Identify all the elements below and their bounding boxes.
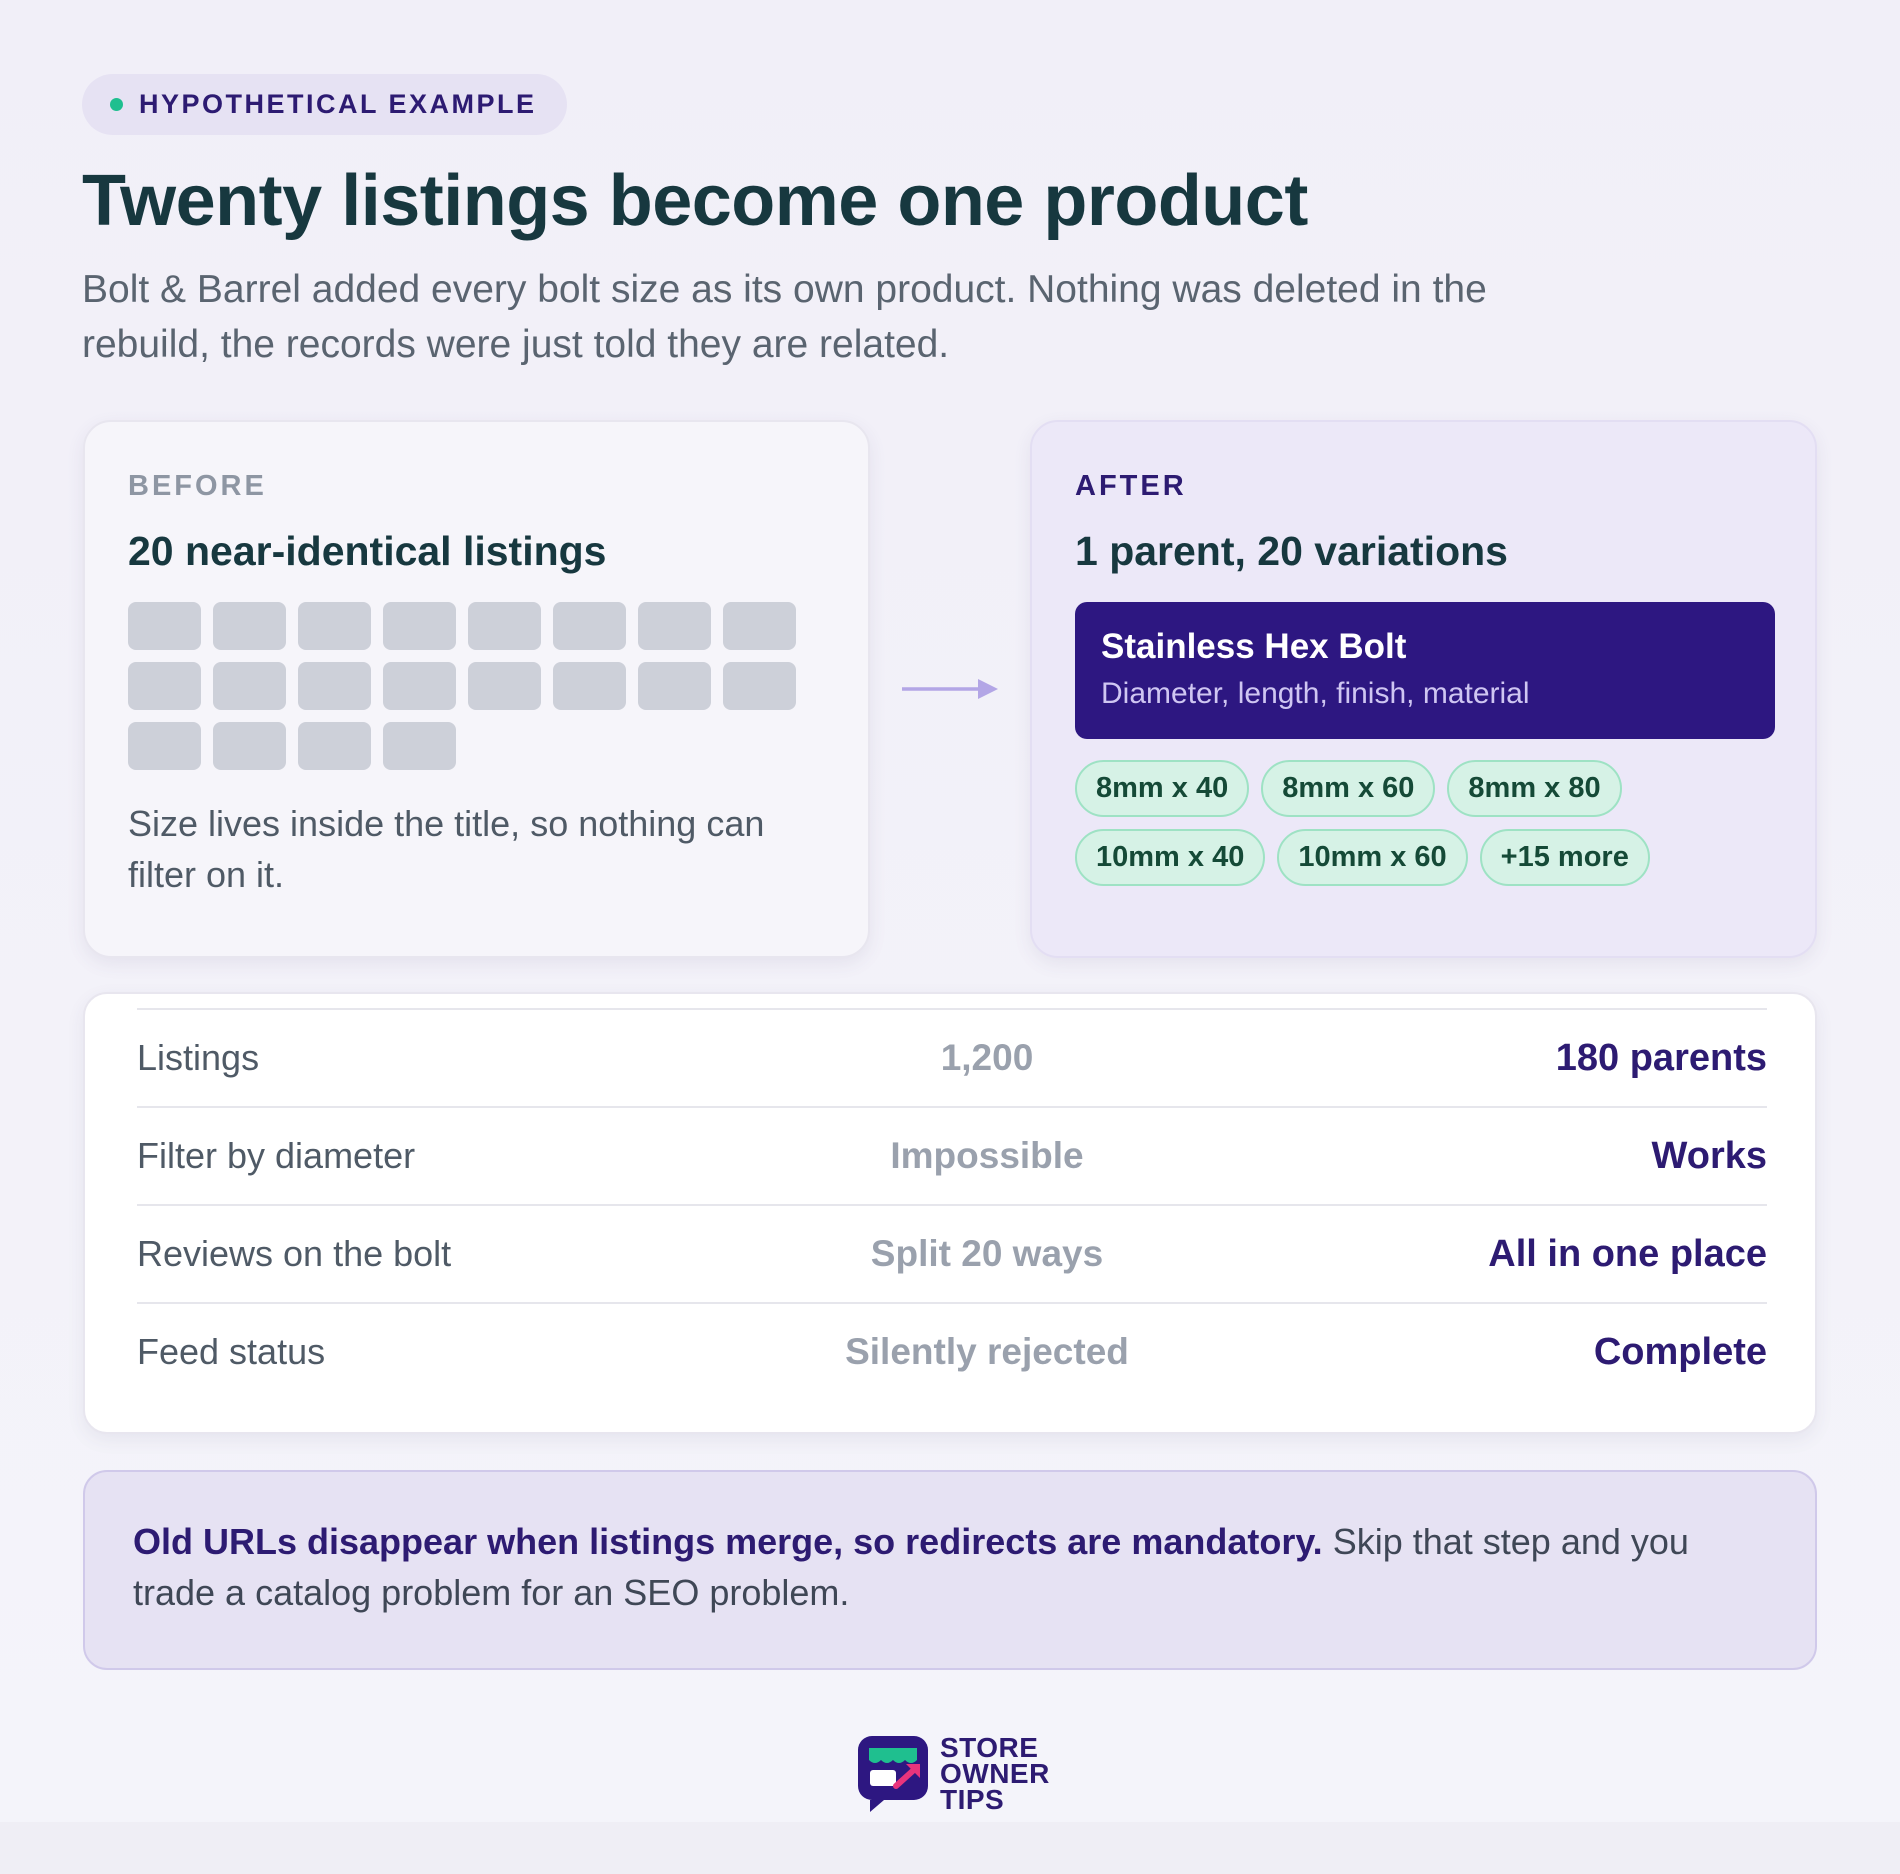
row-label: Feed status xyxy=(137,1331,326,1372)
comparison-table: Listings 1,200 180 parents Filter by dia… xyxy=(83,992,1817,1434)
row-label: Filter by diameter xyxy=(137,1135,416,1176)
listing-placeholder xyxy=(638,602,711,650)
parent-product-name: Stainless Hex Bolt xyxy=(1101,627,1407,666)
after-label: AFTER xyxy=(1075,470,1187,502)
badge-label: HYPOTHETICAL EXAMPLE xyxy=(139,89,537,119)
listing-placeholder xyxy=(553,662,626,710)
row-label: Reviews on the bolt xyxy=(137,1233,452,1274)
listing-placeholder xyxy=(128,662,201,710)
listing-placeholder xyxy=(298,722,371,770)
table-row: Filter by diameter Impossible Works xyxy=(137,1106,1767,1204)
callout-emphasis: Old URLs disappear when listings merge, … xyxy=(133,1521,1323,1562)
callout-body: Skip that step and you trade a catalog p… xyxy=(133,1521,1689,1613)
row-before-value: 1,200 xyxy=(940,1037,1034,1078)
logo-line-2: OWNER xyxy=(940,1758,1050,1789)
listing-placeholder xyxy=(723,602,796,650)
redirect-callout: Old URLs disappear when listings merge, … xyxy=(83,1470,1817,1670)
after-card: AFTER 1 parent, 20 variations Stainless … xyxy=(1030,420,1817,958)
listing-placeholder xyxy=(723,662,796,710)
bottom-strip xyxy=(0,1822,1900,1874)
row-after-value: Complete xyxy=(1593,1330,1767,1373)
row-after-value: Works xyxy=(1651,1134,1767,1177)
before-card: BEFORE 20 near-identical listings Size l… xyxy=(83,420,870,958)
row-label: Listings xyxy=(137,1037,260,1078)
row-after-value: 180 parents xyxy=(1555,1036,1767,1079)
storefront-logo-icon xyxy=(858,1736,928,1812)
listing-grid xyxy=(128,602,808,770)
page-title: Twenty listings become one product xyxy=(82,161,1308,241)
listing-placeholder xyxy=(298,662,371,710)
hypothetical-badge: HYPOTHETICAL EXAMPLE xyxy=(82,74,567,135)
parent-product: Stainless Hex Bolt Diameter, length, fin… xyxy=(1075,602,1775,739)
status-dot-icon xyxy=(110,98,123,111)
listing-placeholder xyxy=(128,602,201,650)
variation-chip: 10mm x 40 xyxy=(1075,829,1266,886)
logo-wordmark: STORE OWNER TIPS xyxy=(940,1732,1050,1815)
table-row: Feed status Silently rejected Complete xyxy=(137,1302,1767,1400)
after-heading: 1 parent, 20 variations xyxy=(1075,528,1508,574)
page-subtitle: Bolt & Barrel added every bolt size as i… xyxy=(82,268,1487,366)
listing-placeholder xyxy=(298,602,371,650)
listing-placeholder xyxy=(638,662,711,710)
before-label: BEFORE xyxy=(128,470,267,502)
before-note: Size lives inside the title, so nothing … xyxy=(128,803,765,895)
variation-chip: 8mm x 80 xyxy=(1447,760,1622,817)
row-before-value: Split 20 ways xyxy=(870,1233,1104,1274)
variation-chip: 8mm x 40 xyxy=(1075,760,1250,817)
listing-placeholder xyxy=(213,722,286,770)
row-before-value: Silently rejected xyxy=(845,1331,1129,1372)
listing-placeholder xyxy=(468,662,541,710)
listing-placeholder xyxy=(128,722,201,770)
parent-product-attributes: Diameter, length, finish, material xyxy=(1101,677,1530,710)
table-row: Reviews on the bolt Split 20 ways All in… xyxy=(137,1204,1767,1302)
listing-placeholder xyxy=(213,662,286,710)
logo-line-3: TIPS xyxy=(940,1784,1005,1815)
listing-placeholder xyxy=(213,602,286,650)
row-before-value: Impossible xyxy=(890,1135,1084,1176)
listing-placeholder xyxy=(468,602,541,650)
table-row: Listings 1,200 180 parents xyxy=(137,1008,1767,1106)
callout-text: Old URLs disappear when listings merge, … xyxy=(133,1516,1767,1618)
listing-placeholder xyxy=(553,602,626,650)
before-heading: 20 near-identical listings xyxy=(128,528,607,574)
arrow-right-icon xyxy=(902,679,998,699)
listing-placeholder xyxy=(383,662,456,710)
listing-placeholder xyxy=(383,722,456,770)
variation-chip: 8mm x 60 xyxy=(1261,760,1436,817)
row-after-value: All in one place xyxy=(1488,1232,1767,1275)
logo-line-1: STORE xyxy=(940,1732,1039,1763)
variation-chips: 8mm x 40 8mm x 60 8mm x 80 10mm x 40 10m… xyxy=(1075,760,1795,886)
variation-chip: 10mm x 60 xyxy=(1277,829,1468,886)
more-variations-chip: +15 more xyxy=(1479,829,1650,886)
listing-placeholder xyxy=(383,602,456,650)
store-owner-tips-logo: STORE OWNER TIPS xyxy=(856,1734,1050,1814)
page: HYPOTHETICAL EXAMPLE Twenty listings bec… xyxy=(82,74,1817,1814)
